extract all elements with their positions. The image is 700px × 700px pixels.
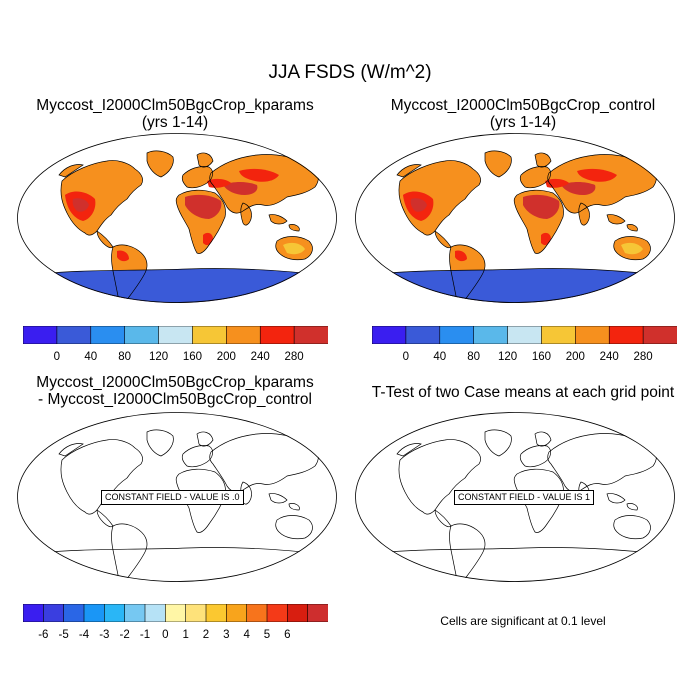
colorbar-swatch [293,325,329,345]
colorbar-swatch [124,603,146,623]
colorbar-swatch [259,325,295,345]
colorbar-tick-label: -4 [78,629,90,641]
colorbar-tick-label: 240 [250,351,270,363]
colorbar-swatch [22,325,58,345]
colorbar-tick-label: 160 [531,351,552,363]
colorbar-tick-label: 6 [284,629,291,641]
colorbar-swatch [541,325,576,345]
colorbar-swatch [307,603,329,623]
colorbar-swatch [287,603,309,623]
colorbar-swatch [192,325,227,345]
colorbar-tick-label: 80 [467,351,481,363]
colorbar-tick-label: 200 [216,351,236,363]
panel-title-line1: Myccost_I2000Clm50BgcCrop_kparams [36,374,314,391]
colorbar-tick-label: 280 [284,351,304,363]
colorbar-swatch [56,325,92,345]
colorbar-swatch [158,325,194,345]
colorbar-tick-label: -2 [119,629,130,641]
colorbar-difference: -6 -5 -4 -3 -2 -1 0 1 2 3 4 5 6 [22,603,329,643]
colorbar-tick-label: -1 [139,629,151,641]
colorbar-swatch [124,325,160,345]
colorbar-tick-label: 5 [263,629,271,641]
colorbar-swatch [246,603,268,623]
colorbar-tick-label: 280 [633,351,653,363]
colorbar-tick-label: 0 [53,351,61,363]
colorbar-swatch [473,325,509,345]
colorbar-tick-label: 80 [118,351,132,363]
colorbar-swatch [608,325,644,345]
panel-title-bottom-right: T-Test of two Case means at each grid po… [356,384,690,401]
panel-title-line2: (yrs 1-14) [489,114,557,131]
colorbar-tick-label: -3 [99,629,110,641]
constant-field-label: CONSTANT FIELD - VALUE IS .0 [101,490,244,505]
panel-title-line2: (yrs 1-14) [141,114,209,131]
colorbar-tick-label: 160 [182,351,203,363]
colorbar-tick-label: 120 [148,351,169,363]
panel-title-line1: Myccost_I2000Clm50BgcCrop_kparams [36,97,314,114]
colorbar-swatch [43,603,65,623]
map-control [355,133,675,303]
colorbar-swatch [575,325,610,345]
colorbar-tick-label: 3 [223,629,230,641]
colorbar-swatch [405,325,441,345]
colorbar-tick-label: 240 [599,351,619,363]
colorbar-tick-label: 40 [433,351,447,363]
colorbar-swatch [226,325,261,345]
panel-title-line2: - Myccost_I2000Clm50BgcCrop_control [38,391,312,408]
colorbar-swatch [90,325,126,345]
constant-field-label: CONSTANT FIELD - VALUE IS 1 [454,490,595,505]
colorbar-swatch [371,325,407,345]
panel-title-line1: T-Test of two Case means at each grid po… [371,384,675,401]
colorbar-tick-label: 120 [497,351,518,363]
colorbar-swatch [439,325,475,345]
significance-note: Cells are significant at 0.1 level [440,614,606,628]
panel-title-top-right: Myccost_I2000Clm50BgcCrop_control (yrs 1… [356,97,690,131]
colorbar-swatch [104,603,126,623]
panel-title-top-left: Myccost_I2000Clm50BgcCrop_kparams (yrs 1… [8,97,342,131]
figure-title: JJA FSDS (W/m^2) [268,62,432,83]
colorbar-swatch [266,603,288,623]
colorbar-tick-label: 0 [162,629,169,641]
colorbar-swatch [205,603,227,623]
colorbar-swatch [144,603,166,623]
colorbar-tick-label: 200 [565,351,585,363]
colorbar-swatch [226,603,248,623]
colorbar-tick-label: 0 [402,351,410,363]
colorbar-swatch [507,325,543,345]
colorbar-tick-label: 1 [182,629,189,641]
colorbar-tick-label: 40 [84,351,98,363]
colorbar-tick-label: -5 [58,629,69,641]
colorbar-swatch [185,603,207,623]
colorbar-tick-label: -6 [38,629,49,641]
colorbar-swatch [22,603,44,623]
colorbar-swatch [165,603,187,623]
colorbar-swatch [83,603,105,623]
colorbar-kparams: 0 40 80 120 160 200 240 280 [22,325,329,365]
colorbar-tick-label: 2 [202,629,210,641]
panel-title-bottom-left: Myccost_I2000Clm50BgcCrop_kparams - Mycc… [8,374,342,408]
colorbar-swatch [642,325,678,345]
colorbar-swatch [63,603,85,623]
colorbar-tick-label: 4 [243,629,250,641]
panel-title-line1: Myccost_I2000Clm50BgcCrop_control [390,97,656,114]
colorbar-control: 0 40 80 120 160 200 240 280 [371,325,678,365]
map-kparams [17,133,337,303]
